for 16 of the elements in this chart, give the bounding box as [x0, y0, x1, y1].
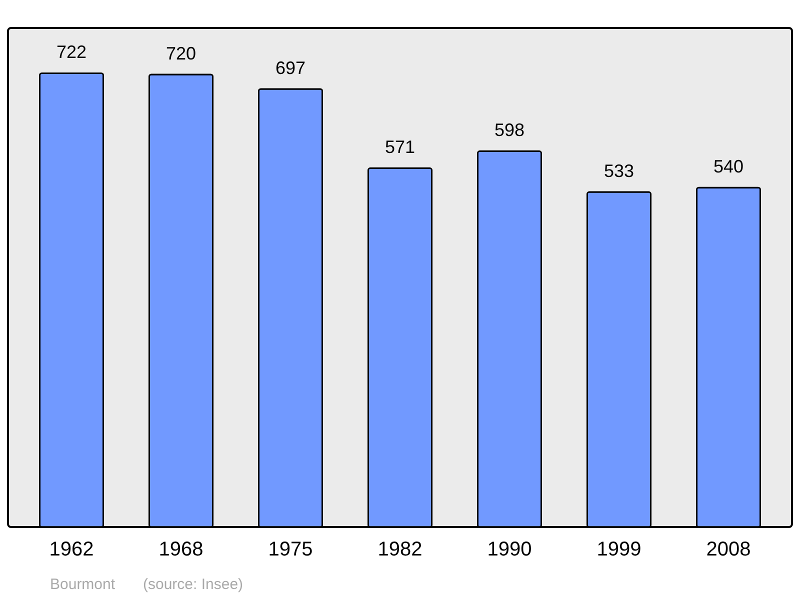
data-label: 722 [56, 42, 87, 62]
data-label: 720 [166, 44, 196, 64]
text: (source: Insee) [143, 576, 244, 593]
data-label: 697 [275, 58, 306, 78]
x-tick-label: 1990 [487, 538, 532, 560]
x-tick-label: 1982 [378, 538, 422, 560]
text: Bourmont [50, 576, 116, 593]
x-tick-label: 1968 [158, 538, 204, 560]
x-tick-label: 1962 [49, 538, 94, 560]
x-tick-label: 1999 [596, 538, 642, 560]
x-tick-label: 2008 [706, 538, 751, 560]
data-label: 598 [494, 120, 525, 140]
data-label: 571 [384, 137, 416, 158]
data-label: 533 [604, 161, 634, 182]
x-tick-label: 1975 [268, 538, 313, 560]
data-label: 540 [713, 156, 744, 177]
